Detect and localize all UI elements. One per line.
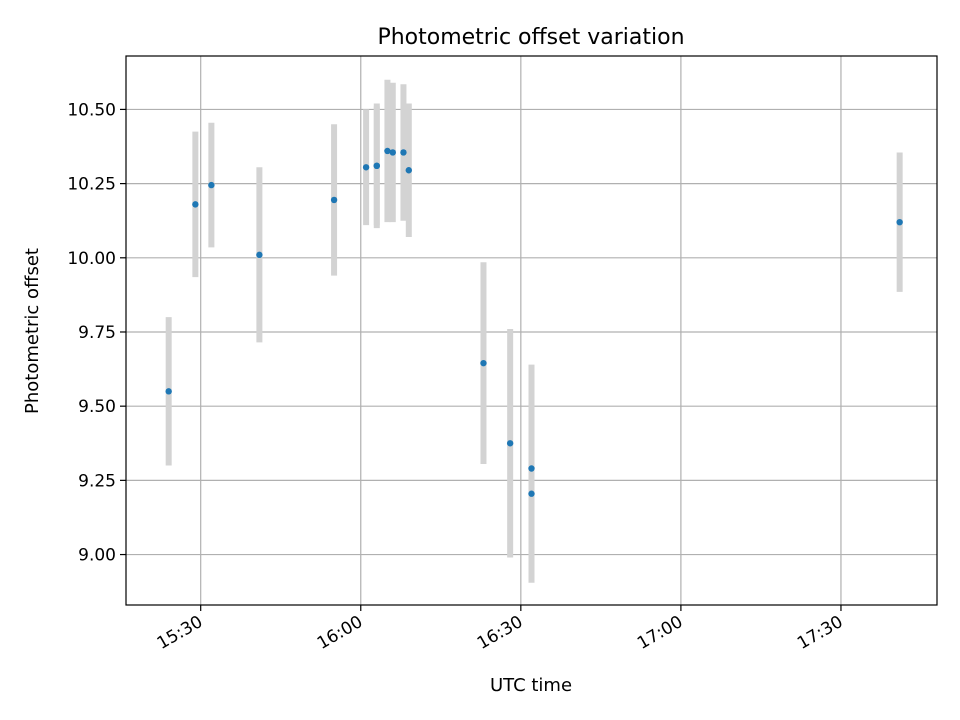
x-tick-label: 17:30 bbox=[794, 612, 846, 654]
data-point bbox=[362, 164, 370, 171]
x-axis-ticks: 15:30 16:00 16:30 17:00 17:30 bbox=[154, 605, 846, 654]
y-tick-label: 9.75 bbox=[78, 323, 116, 343]
x-tick-label: 17:00 bbox=[634, 612, 686, 654]
data-point bbox=[165, 388, 172, 395]
data-point bbox=[373, 162, 380, 169]
y-tick-label: 9.50 bbox=[78, 397, 116, 417]
y-tick-label: 10.25 bbox=[67, 175, 116, 195]
y-tick-label: 9.25 bbox=[78, 471, 116, 491]
data-point bbox=[528, 465, 535, 472]
x-tick-label: 16:00 bbox=[314, 612, 366, 654]
plot-frame bbox=[125, 55, 938, 606]
data-point bbox=[506, 440, 514, 447]
x-tick-label: 15:30 bbox=[154, 612, 206, 654]
data-point bbox=[400, 149, 407, 156]
data-point bbox=[256, 251, 263, 259]
data-point bbox=[384, 147, 391, 155]
data-point bbox=[480, 359, 487, 367]
y-tick-label: 10.00 bbox=[67, 249, 116, 269]
y-tick-label: 10.50 bbox=[67, 100, 116, 120]
y-axis-ticks: 9.00 9.25 9.50 9.75 10.00 10.25 10.50 bbox=[67, 100, 126, 566]
error-bars bbox=[165, 79, 903, 583]
data-point bbox=[528, 490, 535, 497]
data-point bbox=[405, 167, 412, 174]
data-point bbox=[192, 201, 199, 208]
data-point bbox=[208, 181, 215, 189]
data-points bbox=[165, 147, 903, 497]
x-tick-label: 16:30 bbox=[474, 612, 526, 654]
y-axis-label: Photometric offset bbox=[22, 248, 43, 414]
data-point bbox=[330, 196, 338, 204]
x-axis-label: UTC time bbox=[490, 675, 572, 696]
data-point bbox=[896, 218, 903, 226]
chart-title: Photometric offset variation bbox=[377, 25, 684, 50]
y-tick-label: 9.00 bbox=[78, 546, 116, 566]
data-point bbox=[389, 149, 396, 156]
